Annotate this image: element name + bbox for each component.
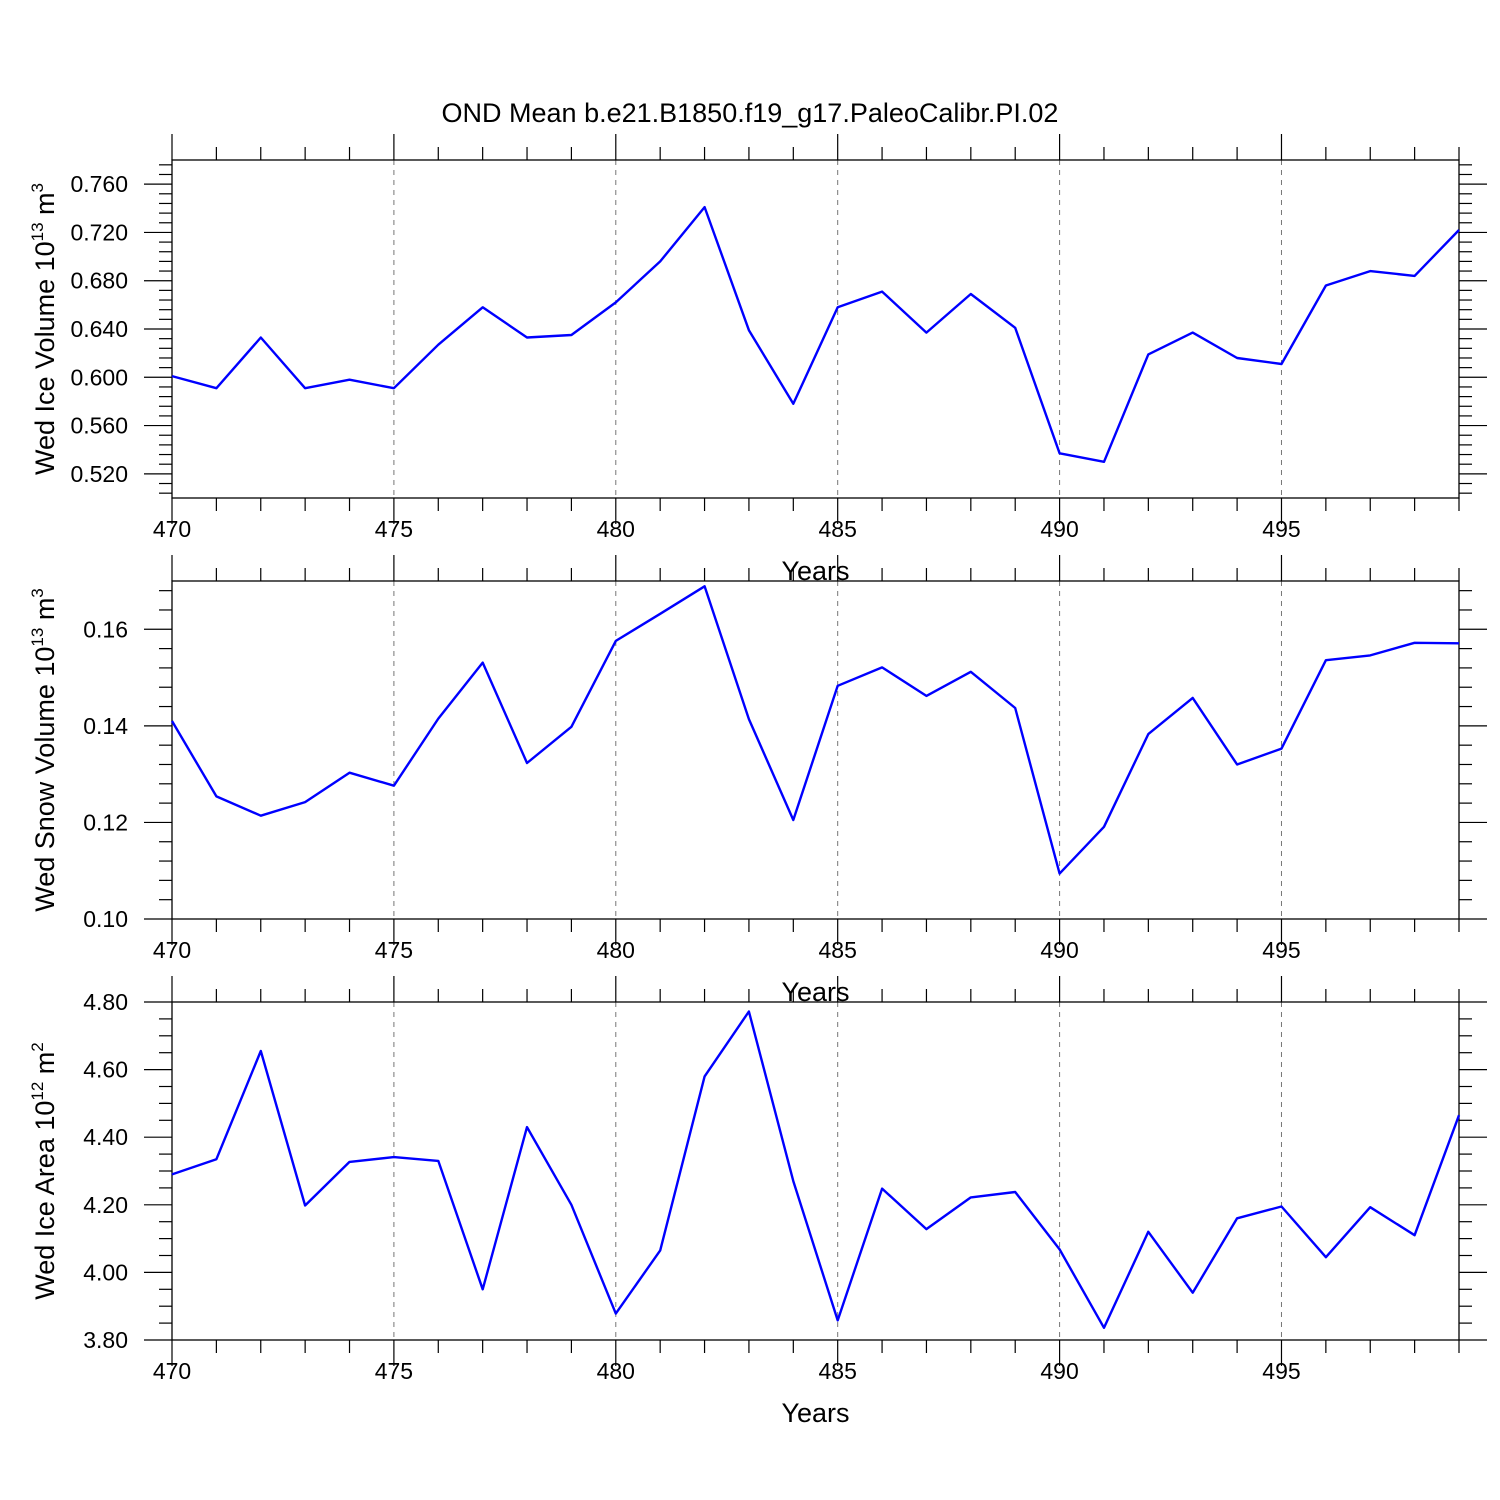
y-tick-label: 0.520 [70, 461, 128, 487]
x-tick-label: 475 [375, 937, 413, 963]
chart-title: OND Mean b.e21.B1850.f19_g17.PaleoCalibr… [442, 98, 1059, 128]
series-line [171, 1010, 1461, 1330]
y-tick-label: 0.14 [83, 713, 128, 739]
x-tick-label: 470 [153, 937, 191, 963]
y-tick-label: 0.600 [70, 364, 128, 390]
x-tick-label: 470 [153, 1358, 191, 1384]
plot-frame [171, 159, 1460, 499]
plot-frame [171, 580, 1460, 920]
x-tick-label: 480 [597, 1358, 635, 1384]
y-axis-label: Wed Snow Volume 1013 m3 [28, 588, 60, 912]
y-tick-label: 4.00 [83, 1259, 128, 1285]
x-tick-label: 480 [597, 516, 635, 542]
y-tick-label: 4.80 [83, 989, 128, 1015]
panels: 0.520 0.560 0.600 0.640 0.680 0.720 0.760 470 47… [28, 134, 1487, 1428]
x-tick-label: 485 [819, 1358, 857, 1384]
x-tick-label: 470 [153, 516, 191, 542]
y-axis-label: Wed Ice Volume 1013 m3 [28, 183, 60, 475]
y-tick-label: 0.12 [83, 809, 128, 835]
x-tick-label: 495 [1262, 1358, 1300, 1384]
y-tick-label: 0.10 [83, 906, 128, 932]
plot-frame [171, 1001, 1460, 1341]
x-tick-label: 480 [597, 937, 635, 963]
x-tick-label: 485 [819, 937, 857, 963]
x-tick-label: 495 [1262, 937, 1300, 963]
y-tick-label: 4.60 [83, 1057, 128, 1083]
y-tick-label: 0.560 [70, 413, 128, 439]
y-axis-label: Wed Ice Area 1012 m2 [28, 1042, 60, 1300]
x-tick-label: 475 [375, 516, 413, 542]
series-line [171, 205, 1460, 463]
y-tick-label: 0.760 [70, 171, 128, 197]
y-tick-label: 0.640 [70, 316, 128, 342]
series-line [170, 585, 1460, 875]
panel-1: 0.520 0.560 0.600 0.640 0.680 0.720 0.760 470 47… [28, 134, 1487, 586]
x-tick-label: 475 [375, 1358, 413, 1384]
y-tick-label: 0.680 [70, 268, 128, 294]
panel-3: 3.80 4.00 4.20 4.40 4.60 4.80 470 475 480 485 490 4… [28, 976, 1487, 1428]
x-tick-label: 490 [1040, 1358, 1078, 1384]
y-tick-label: 4.20 [83, 1192, 128, 1218]
x-tick-label: 495 [1262, 516, 1300, 542]
x-tick-label: 490 [1040, 937, 1078, 963]
y-tick-label: 0.720 [70, 219, 128, 245]
y-tick-label: 4.40 [83, 1124, 128, 1150]
y-tick-label: 0.16 [83, 616, 128, 642]
y-tick-label: 3.80 [83, 1327, 128, 1353]
x-tick-label: 490 [1040, 516, 1078, 542]
x-tick-label: 485 [819, 516, 857, 542]
x-axis-label: Years [781, 1398, 849, 1428]
